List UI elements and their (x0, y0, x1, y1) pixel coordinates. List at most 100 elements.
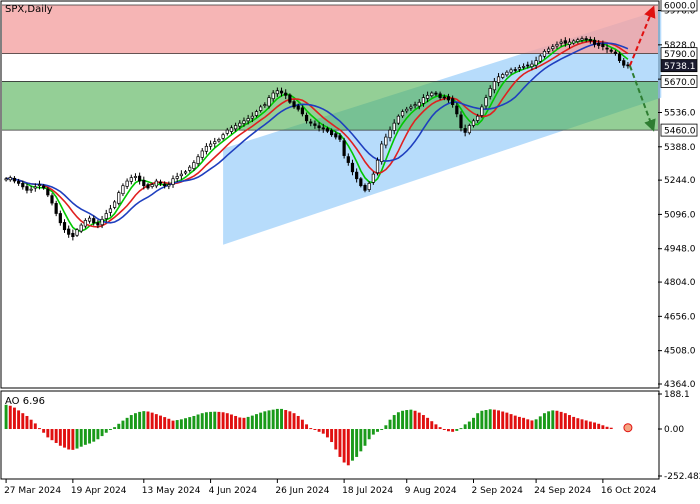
candle-body (150, 184, 154, 187)
candle-body (442, 96, 446, 99)
candle-body (192, 162, 196, 169)
candle-body (492, 81, 496, 91)
ao-bar (346, 429, 350, 466)
price-tick-label: 4948.0 (664, 245, 696, 255)
ao-bar (526, 419, 530, 430)
candle-body (342, 140, 346, 156)
candle-body (576, 39, 580, 42)
candle-body (200, 150, 204, 158)
candle-body (434, 92, 438, 95)
candle-body (526, 64, 530, 67)
candle-body (175, 176, 179, 179)
ao-bar (179, 419, 183, 430)
candle-body (242, 120, 246, 124)
candle-body (67, 228, 71, 235)
candle-body (601, 43, 605, 48)
candle-body (321, 127, 325, 130)
ao-bar (380, 429, 384, 431)
candle-body (363, 184, 367, 191)
candle-body (430, 92, 434, 97)
level-label-text: 6000.0 (664, 2, 696, 12)
ao-bar (238, 417, 242, 430)
ao-bar (467, 421, 471, 430)
candle-body (338, 135, 342, 140)
ao-bar (488, 409, 492, 430)
candle-body (246, 118, 250, 122)
time-tick-label: 2 Sep 2024 (472, 486, 524, 496)
candle-body (292, 101, 296, 108)
forecast-arrows-layer (628, 5, 656, 132)
ao-bar (113, 427, 117, 430)
ao-bar (280, 408, 283, 430)
forecast-down-arrow (628, 65, 656, 132)
time-tick-label: 4 Jun 2024 (209, 486, 258, 496)
candle-body (405, 108, 409, 112)
ao-bar (513, 415, 517, 430)
candle-body (551, 46, 555, 50)
ao-bar (442, 429, 446, 431)
ao-bar (125, 417, 129, 430)
candle-body (471, 120, 476, 126)
price-tick-label: 4364.0 (664, 380, 696, 390)
candle-body (208, 143, 213, 147)
ao-bar (138, 411, 142, 430)
candle-body (513, 69, 517, 71)
ao-bar (96, 429, 100, 440)
candle-body (138, 175, 142, 182)
ao-bar (426, 417, 430, 430)
ao-bar (476, 413, 480, 430)
candle-body (304, 114, 309, 122)
ao-bar (217, 411, 221, 430)
candle-body (33, 186, 37, 189)
ao-bar (359, 429, 363, 452)
ao-bar (33, 423, 37, 430)
candle-body (254, 111, 259, 116)
ao-bar (530, 420, 534, 430)
candle-body (563, 40, 567, 44)
ao-bar (371, 429, 375, 435)
candle-body (309, 121, 313, 124)
ao-histogram (4, 404, 633, 466)
candle-body (179, 173, 183, 177)
candle-body (580, 38, 584, 41)
candle-body (92, 218, 96, 224)
price-tick-label: 4804.0 (664, 278, 696, 288)
candle-body (79, 224, 83, 232)
ao-bar (83, 429, 87, 445)
time-tick-label: 13 May 2024 (142, 486, 201, 496)
ao-bar (58, 429, 62, 446)
ao-bar (100, 429, 104, 437)
ao-bar (455, 429, 459, 431)
ao-pane-frame (0, 390, 660, 480)
level-label-text: 5460.0 (664, 127, 696, 137)
ao-bar (209, 411, 213, 430)
ao-bar (154, 414, 158, 430)
candle-body (346, 156, 350, 163)
ao-bar (538, 416, 542, 430)
candle-body (279, 90, 284, 94)
ao-bar (388, 419, 392, 430)
candle-body (371, 173, 375, 183)
ao-bar (605, 426, 609, 430)
ao-bar (284, 410, 288, 430)
candle-body (37, 184, 42, 186)
ao-bar (451, 429, 455, 432)
ao-bar (196, 414, 200, 430)
candle-body (359, 178, 363, 187)
candle-body (530, 63, 534, 67)
ma-slow-line (5, 42, 629, 224)
ao-bar (338, 429, 342, 457)
ao-bar (551, 410, 555, 430)
ao-bar (309, 428, 313, 430)
candle-body (12, 177, 17, 182)
candle-body (317, 125, 321, 129)
time-tick-label: 26 Jun 2024 (275, 486, 329, 496)
candle-body (572, 40, 576, 44)
ao-bar (221, 412, 225, 430)
price-tick-label: 5976.0 (664, 7, 696, 17)
ao-bar (459, 428, 463, 430)
candle-body (622, 60, 626, 66)
candle-body (46, 188, 50, 196)
ao-bar (584, 420, 588, 430)
candle-body (400, 111, 405, 117)
